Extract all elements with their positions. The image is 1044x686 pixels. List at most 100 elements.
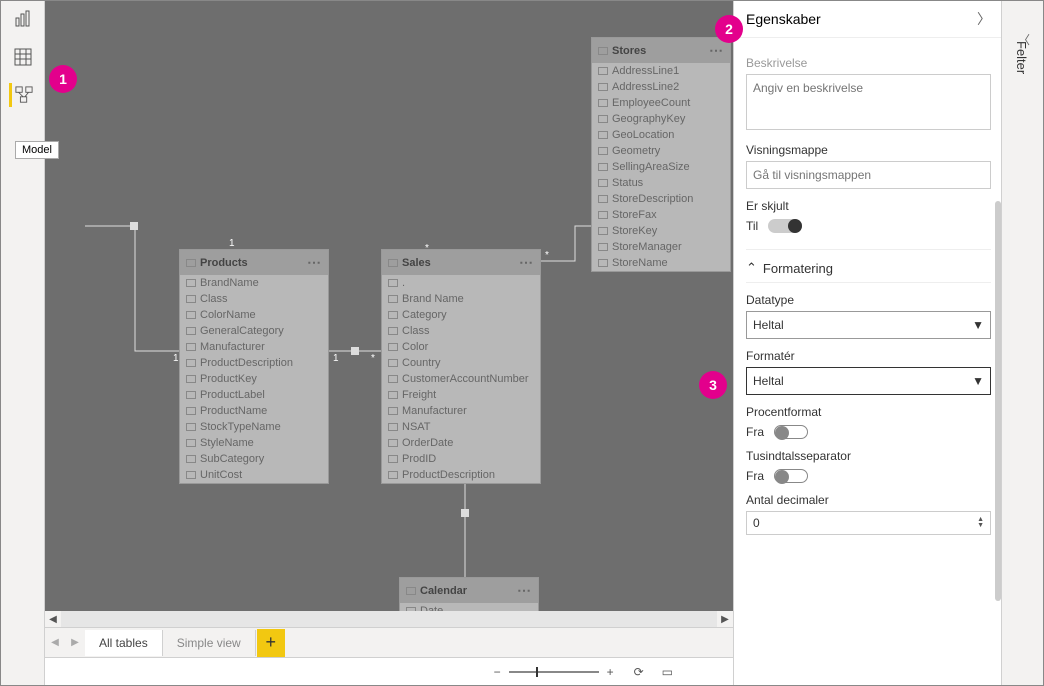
datatype-select[interactable]: Heltal▼: [746, 311, 991, 339]
field-row[interactable]: Brand Name: [382, 291, 540, 307]
table-card-products[interactable]: Products ⋯ BrandNameClassColorName GeneralC…: [179, 249, 329, 484]
field-row[interactable]: GeographyKey: [592, 111, 730, 127]
field-row[interactable]: EmployeeCount: [592, 95, 730, 111]
table-card-sales[interactable]: Sales⋯.Brand NameCategoryClass Color Count…: [381, 249, 541, 484]
field-row[interactable]: ProdID: [382, 451, 540, 467]
data-view-icon[interactable]: [11, 45, 35, 69]
field-name: ProdID: [402, 453, 436, 465]
field-row[interactable]: Country: [382, 355, 540, 371]
field-name: StoreKey: [612, 225, 657, 237]
table-header[interactable]: Products ⋯: [180, 250, 328, 275]
decimals-stepper[interactable]: 0 ▲▼: [746, 511, 991, 535]
field-name: GeographyKey: [612, 113, 685, 125]
table-header[interactable]: Sales⋯: [382, 250, 540, 275]
diagram-tabstrip: ◀ ▶ All tables Simple view +: [45, 627, 733, 657]
table-header[interactable]: Calendar⋯: [400, 578, 538, 603]
field-row[interactable]: ProductLabel: [180, 387, 328, 403]
thousand-toggle[interactable]: [774, 469, 808, 483]
field-row[interactable]: Manufacturer: [382, 403, 540, 419]
fit-page-icon[interactable]: ▭: [662, 665, 673, 679]
field-icon: [186, 375, 196, 383]
field-row[interactable]: Class: [382, 323, 540, 339]
model-canvas[interactable]: 1 1 * 1 * * 1 Products⋯BrandNameClassCol…: [45, 1, 733, 611]
field-row[interactable]: SellingAreaSize: [592, 159, 730, 175]
display-folder-input[interactable]: [746, 161, 991, 189]
field-row[interactable]: UnitCost: [180, 467, 328, 483]
field-name: StoreName: [612, 257, 668, 269]
zoom-slider[interactable]: [509, 671, 599, 673]
fields-panel-collapsed[interactable]: 〈 Felter: [1001, 1, 1043, 685]
add-tab-button[interactable]: +: [257, 629, 285, 657]
format-label: Formatér: [746, 349, 991, 363]
field-row[interactable]: SubCategory: [180, 451, 328, 467]
field-row[interactable]: .: [382, 275, 540, 291]
field-row[interactable]: BrandName: [180, 275, 328, 291]
field-name: GeneralCategory: [200, 325, 284, 337]
field-row[interactable]: StockTypeName: [180, 419, 328, 435]
zoom-in-icon[interactable]: +: [607, 665, 614, 679]
field-row[interactable]: GeneralCategory: [180, 323, 328, 339]
table-header[interactable]: Stores⋯: [592, 38, 730, 63]
field-row[interactable]: AddressLine1: [592, 63, 730, 79]
field-icon: [186, 407, 196, 415]
field-name: AddressLine2: [612, 81, 679, 93]
tab-all-tables[interactable]: All tables: [85, 630, 163, 656]
tab-prev[interactable]: ◀: [45, 637, 65, 648]
field-row[interactable]: ProductDescription: [180, 355, 328, 371]
tab-next[interactable]: ▶: [65, 637, 85, 648]
table-menu-icon[interactable]: ⋯: [307, 254, 322, 271]
callout-2: 2: [715, 15, 743, 43]
scroll-left-arrow[interactable]: ◀: [45, 614, 61, 625]
field-row[interactable]: StoreKey: [592, 223, 730, 239]
field-name: Color: [402, 341, 428, 353]
expand-fields-icon[interactable]: 〈: [1018, 31, 1030, 48]
table-menu-icon[interactable]: ⋯: [519, 254, 534, 271]
field-row[interactable]: NSAT: [382, 419, 540, 435]
field-row[interactable]: ProductKey: [180, 371, 328, 387]
field-row[interactable]: OrderDate: [382, 435, 540, 451]
is-hidden-toggle[interactable]: [768, 219, 802, 233]
field-row[interactable]: Class: [180, 291, 328, 307]
fit-to-screen-icon[interactable]: ⟳: [634, 665, 644, 679]
field-row[interactable]: StoreFax: [592, 207, 730, 223]
field-row[interactable]: Status: [592, 175, 730, 191]
field-icon: [186, 455, 196, 463]
table-menu-icon[interactable]: ⋯: [517, 582, 532, 599]
format-select[interactable]: Heltal▼: [746, 367, 991, 395]
callout-1: 1: [49, 65, 77, 93]
zoom-out-icon[interactable]: −: [494, 665, 501, 679]
field-row[interactable]: GeoLocation: [592, 127, 730, 143]
field-row[interactable]: ColorName: [180, 307, 328, 323]
decimals-label: Antal decimaler: [746, 493, 991, 507]
field-row[interactable]: ProductDescription: [382, 467, 540, 483]
field-row[interactable]: StoreManager: [592, 239, 730, 255]
formatting-section-header[interactable]: ⌃ Formatering: [746, 249, 991, 283]
collapse-panel-icon[interactable]: 〉: [977, 9, 991, 29]
percent-toggle[interactable]: [774, 425, 808, 439]
field-row[interactable]: Geometry: [592, 143, 730, 159]
percent-label: Procentformat: [746, 405, 991, 419]
field-row[interactable]: Category: [382, 307, 540, 323]
field-row[interactable]: Manufacturer: [180, 339, 328, 355]
field-row[interactable]: StoreDescription: [592, 191, 730, 207]
model-view-icon[interactable]: [9, 83, 33, 107]
description-input[interactable]: [746, 74, 991, 130]
table-title: Products: [200, 257, 248, 269]
report-view-icon[interactable]: [11, 7, 35, 31]
field-row[interactable]: StoreName: [592, 255, 730, 271]
field-name: StoreFax: [612, 209, 657, 221]
field-row[interactable]: Color: [382, 339, 540, 355]
tab-simple-view[interactable]: Simple view: [163, 630, 256, 656]
field-row[interactable]: Freight: [382, 387, 540, 403]
canvas-hscroll[interactable]: ◀ ▶: [45, 611, 733, 627]
field-row[interactable]: AddressLine2: [592, 79, 730, 95]
field-row[interactable]: StyleName: [180, 435, 328, 451]
table-menu-icon[interactable]: ⋯: [709, 42, 724, 59]
field-row[interactable]: CustomerAccountNumber: [382, 371, 540, 387]
field-row[interactable]: ProductName: [180, 403, 328, 419]
field-name: Country: [402, 357, 441, 369]
scroll-right-arrow[interactable]: ▶: [717, 614, 733, 625]
field-icon: [388, 311, 398, 319]
field-name: ProductLabel: [200, 389, 265, 401]
table-card-stores[interactable]: Stores⋯AddressLine1 AddressLine2 EmployeeC…: [591, 37, 731, 272]
